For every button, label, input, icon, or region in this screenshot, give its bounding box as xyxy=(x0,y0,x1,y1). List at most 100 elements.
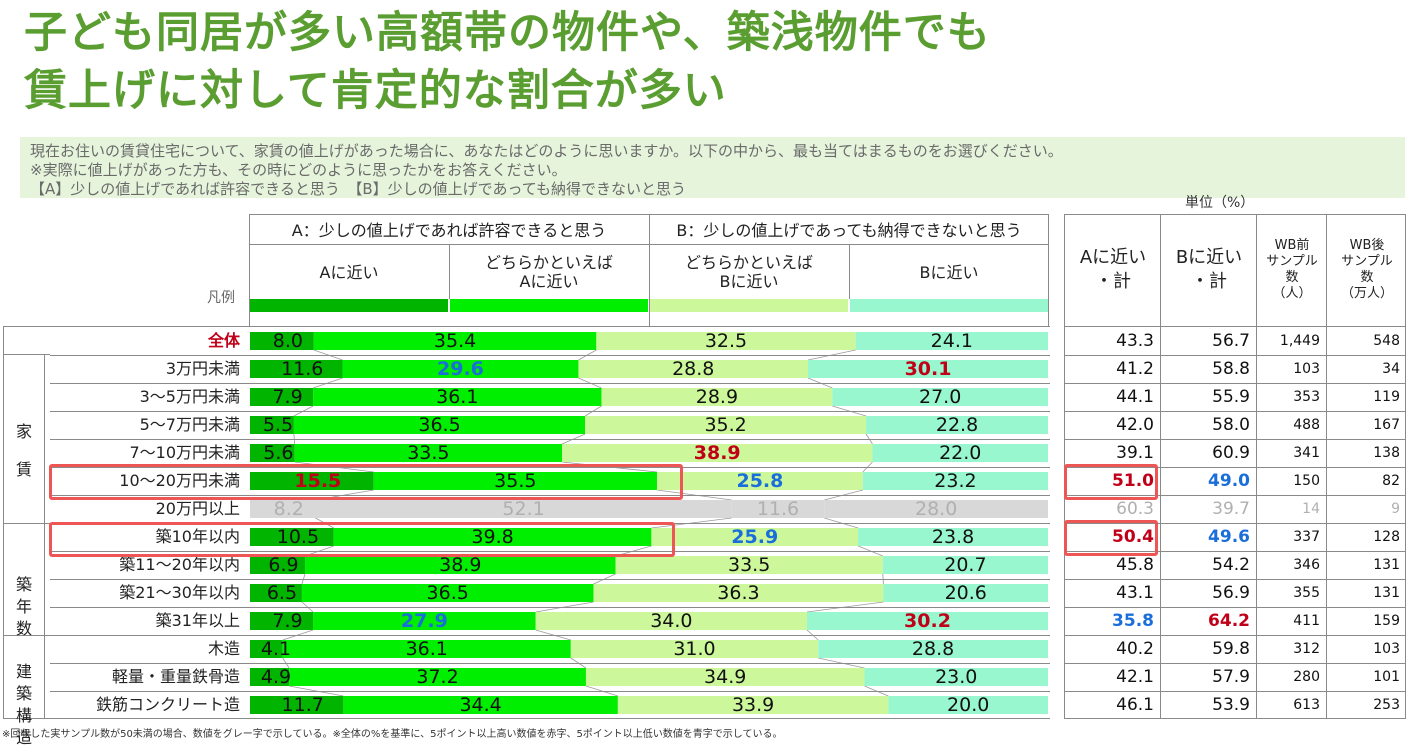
legend-label-a-somewhat: どちらかといえば Aに近い xyxy=(484,253,613,291)
question-box xyxy=(20,137,1405,198)
bar-segment xyxy=(250,612,314,630)
group-label-char: 家 xyxy=(15,422,32,441)
group-label-char: 数 xyxy=(15,619,32,638)
grid-line xyxy=(50,607,1050,608)
page-title-line-2: 賃上げに対して肯定的な割合が多い xyxy=(24,66,727,116)
header-group-b: B：少しの値上げであっても納得できないと思う xyxy=(676,220,1022,240)
bar-value-label: 20.0 xyxy=(947,694,990,716)
grid-line xyxy=(50,383,1050,384)
bar-segment xyxy=(289,668,586,686)
table-cell-b-total: 57.9 xyxy=(1212,667,1250,687)
bar-value-label: 5.5 xyxy=(262,414,294,436)
bar-value-label: 36.3 xyxy=(717,582,760,604)
group-label-char: 築 xyxy=(15,684,32,703)
bar-value-label: 11.6 xyxy=(281,358,324,380)
highlight-box-total-age-10 xyxy=(1064,520,1158,556)
grid-line xyxy=(50,355,1050,356)
group-label-char: 賃 xyxy=(15,460,32,479)
bar-value-label: 35.2 xyxy=(704,414,747,436)
bar-value-label: 30.1 xyxy=(904,358,952,380)
table-cell-b-total: 53.9 xyxy=(1212,695,1250,715)
bar-value-label: 24.1 xyxy=(930,330,973,352)
bar-segment xyxy=(250,556,306,574)
bar-segment xyxy=(883,584,1048,602)
bar-value-label: 10.5 xyxy=(276,526,320,548)
bar-segment xyxy=(250,528,334,546)
bar-segment xyxy=(570,640,819,658)
grid-line xyxy=(3,635,50,636)
bar-segment xyxy=(656,472,863,490)
table-cell-wb-before: 103 xyxy=(1293,361,1320,377)
legend-caption: 凡例 xyxy=(207,290,235,306)
question-options: 【A】少しの値上げであれば許容できると思う 【B】少しの値上げであっても納得でき… xyxy=(30,180,686,198)
table-cell-wb-before: 488 xyxy=(1293,417,1320,433)
grid-line xyxy=(50,495,1050,496)
bar-value-label: 29.6 xyxy=(437,358,484,380)
table-cell-wb-after: 138 xyxy=(1373,445,1400,461)
bar-segment xyxy=(808,360,1048,378)
grid-line xyxy=(1064,326,1406,327)
grid-line xyxy=(1048,214,1049,327)
grid-line xyxy=(1405,214,1406,719)
table-cell-wb-before: 1,449 xyxy=(1279,333,1320,349)
bar-segment xyxy=(250,500,316,518)
row-label: 10～20万円未満 xyxy=(119,471,240,490)
bar-segment xyxy=(596,332,856,350)
bar-value-label: 34.0 xyxy=(650,610,693,632)
bar-segment xyxy=(866,416,1048,434)
bar-value-label: 30.2 xyxy=(904,610,951,632)
table-cell-wb-before: 280 xyxy=(1293,669,1320,685)
bar-value-label: 28.8 xyxy=(672,358,715,380)
bar-segment xyxy=(855,332,1048,350)
bar-segment xyxy=(250,668,290,686)
bar-value-label: 23.0 xyxy=(935,666,978,688)
page-title-line-1: 子ども同居が多い高額帯の物件や、築浅物件でも xyxy=(24,8,991,58)
group-label-char: 建 xyxy=(15,662,32,681)
bar-value-label: 23.2 xyxy=(934,470,977,492)
question-note: ※実際に値上げがあった方も、その時にどのように思ったかをお答えください。 xyxy=(30,161,567,179)
grid-line xyxy=(1064,579,1406,580)
grid-line xyxy=(1064,467,1406,468)
bar-segment xyxy=(250,472,374,490)
bar-value-label: 20.6 xyxy=(944,582,987,604)
grid-line xyxy=(3,326,4,719)
row-label: 20万円以上 xyxy=(155,499,240,518)
group-label-char: 年 xyxy=(15,597,32,616)
grid-line xyxy=(50,579,1050,580)
table-cell-b-total: 54.2 xyxy=(1212,555,1250,575)
table-cell-b-total: 56.7 xyxy=(1212,331,1250,351)
grid-line xyxy=(50,411,1050,412)
table-cell-wb-before: 312 xyxy=(1293,641,1320,657)
bar-segment xyxy=(315,500,732,518)
table-cell-wb-after: 34 xyxy=(1382,361,1400,377)
table-cell-b-total: 64.2 xyxy=(1208,611,1250,631)
bar-value-label: 39.8 xyxy=(471,526,514,548)
grid-line xyxy=(1326,214,1327,719)
table-cell-wb-after: 9 xyxy=(1391,501,1400,517)
bar-segment xyxy=(313,388,602,406)
grid-line xyxy=(3,718,1050,719)
bar-value-label: 34.4 xyxy=(459,694,502,716)
bar-value-label: 15.5 xyxy=(294,470,342,492)
bar-segment xyxy=(888,696,1048,714)
bar-value-label: 37.2 xyxy=(416,666,459,688)
grid-line xyxy=(50,691,1050,692)
table-cell-wb-before: 353 xyxy=(1293,389,1320,405)
table-cell-b-total: 49.0 xyxy=(1208,471,1250,491)
legend-label-b-close: Bに近い xyxy=(919,262,979,282)
bar-segment xyxy=(832,388,1048,406)
legend-swatch-a-somewhat xyxy=(450,299,648,312)
bar-segment xyxy=(333,528,652,546)
row-label: 築10年以内 xyxy=(155,527,240,546)
bar-value-label: 31.0 xyxy=(673,638,716,660)
table-cell-a-total: 40.2 xyxy=(1116,639,1154,659)
bar-value-label: 25.9 xyxy=(731,526,779,548)
bar-segment xyxy=(294,444,563,462)
bar-segment xyxy=(651,528,859,546)
bar-segment xyxy=(301,584,594,602)
table-cell-wb-after: 131 xyxy=(1373,557,1400,573)
bar-value-label: 7.9 xyxy=(272,610,303,632)
table-cell-wb-after: 82 xyxy=(1382,473,1400,489)
bar-segment xyxy=(313,332,597,350)
bar-segment xyxy=(864,668,1048,686)
